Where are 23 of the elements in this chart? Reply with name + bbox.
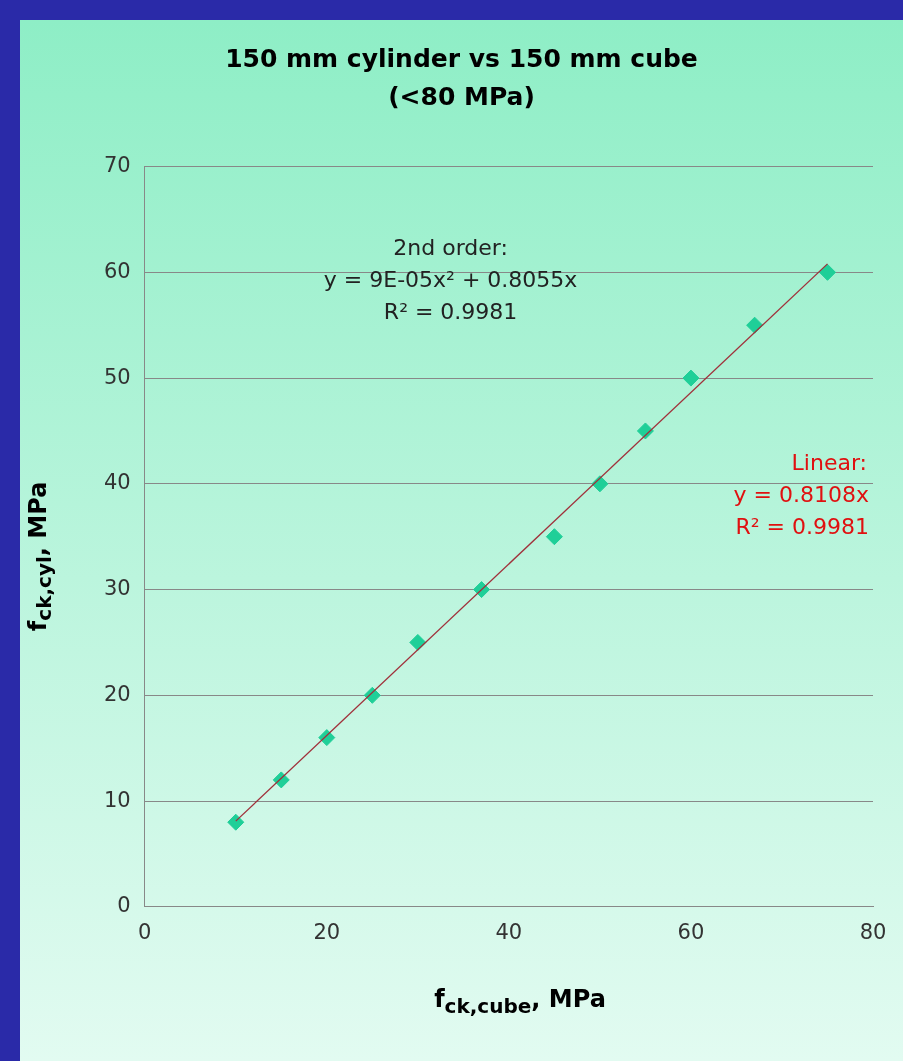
- y-tick-label: 10: [103, 787, 131, 812]
- x-tick-label: 40: [495, 919, 523, 944]
- y-tick-label: 20: [103, 681, 131, 706]
- point: [682, 369, 700, 387]
- y-tick-label: 30: [103, 576, 131, 601]
- point: [746, 316, 764, 334]
- chart-title: 150 mm cylinder vs 150 mm cube (<80 MPa): [224, 43, 699, 113]
- point: [818, 263, 836, 281]
- annotation: 2nd order: y = 9E-05x² + 0.8055x R² = 0.9981: [323, 235, 578, 325]
- point: [409, 633, 427, 651]
- y-tick-label: 60: [103, 258, 131, 283]
- annotation: Linear: y = 0.8108x R² = 0.9981: [733, 450, 870, 540]
- x-tick-label: 0: [138, 919, 152, 944]
- y-tick-label: 0: [117, 893, 131, 918]
- y-tick-label: 50: [103, 364, 131, 389]
- x-axis-title: f$_{ck,cube}$, MPa: [433, 985, 607, 1018]
- x-tick-label: 60: [677, 919, 705, 944]
- x-tick-label: 20: [313, 919, 341, 944]
- y-tick-label: 70: [103, 153, 131, 178]
- y-tick-label: 40: [103, 470, 131, 495]
- point: [545, 528, 563, 546]
- x-tick-label: 80: [859, 919, 887, 944]
- point: [227, 813, 245, 831]
